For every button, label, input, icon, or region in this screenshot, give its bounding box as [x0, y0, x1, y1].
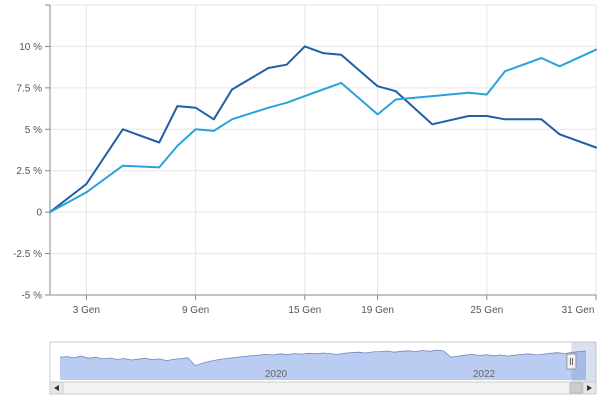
data-point	[595, 48, 597, 51]
scrollbar-thumb[interactable]	[569, 382, 583, 394]
chevron-right-icon	[587, 385, 592, 391]
data-point	[231, 88, 233, 91]
data-point	[376, 113, 379, 116]
data-point	[213, 130, 215, 132]
data-point	[322, 88, 324, 91]
data-point	[285, 63, 288, 66]
data-point	[340, 53, 343, 56]
data-point	[122, 128, 124, 131]
data-point	[431, 123, 434, 126]
data-point	[540, 118, 543, 121]
navigator-year-label: 2020	[265, 369, 288, 380]
navigator-handle-grip[interactable]	[566, 353, 577, 370]
data-point	[85, 191, 88, 194]
data-point	[558, 65, 561, 68]
data-point	[267, 106, 270, 109]
data-point	[194, 128, 197, 131]
data-point	[194, 106, 197, 109]
data-point	[486, 115, 488, 117]
grid	[50, 4, 597, 296]
data-point	[304, 95, 306, 97]
y-tick-label: -5 %	[21, 291, 42, 302]
x-tick-label: 25 Gen	[470, 305, 503, 316]
data-point	[486, 93, 488, 96]
navigator-line	[59, 349, 587, 367]
data-point	[340, 82, 343, 84]
y-tick-label: 0	[36, 208, 42, 219]
data-point	[176, 145, 179, 147]
data-point	[49, 211, 51, 213]
data-point	[376, 85, 379, 87]
y-tick-label: 7.5 %	[16, 83, 42, 94]
data-point	[322, 52, 324, 54]
data-point	[395, 98, 397, 101]
data-point	[540, 57, 543, 59]
navigator[interactable]: 2020 2022	[49, 341, 597, 383]
y-tick-label: -2.5 %	[13, 249, 42, 260]
x-tick-label: 31 Gen	[562, 305, 595, 316]
data-point	[85, 183, 88, 185]
navigator-area	[60, 350, 586, 380]
data-point	[304, 45, 306, 48]
series-line-1	[49, 45, 597, 214]
data-point	[176, 105, 179, 107]
scrollbar[interactable]	[49, 381, 597, 395]
data-point	[467, 115, 470, 117]
navigator-handle[interactable]	[566, 353, 577, 370]
data-point	[395, 90, 397, 92]
y-tick-label: 2.5 %	[16, 166, 42, 177]
x-tick-label: 19 Gen	[361, 305, 394, 316]
data-point	[213, 118, 215, 121]
y-axis: 10 % 7.5 % 5 % 2.5 % 0 -2.5 % -5 %	[13, 4, 51, 302]
x-axis: 3 Gen 9 Gen 15 Gen 19 Gen 25 Gen 31 Gen	[50, 294, 597, 316]
y-tick-label: 10 %	[19, 42, 42, 53]
data-point	[267, 67, 270, 69]
x-tick-label: 3 Gen	[73, 305, 100, 316]
data-point	[558, 133, 561, 136]
series-group	[49, 45, 597, 214]
scrollbar-track[interactable]	[49, 381, 597, 395]
data-point	[467, 92, 470, 94]
data-point	[504, 118, 506, 121]
data-point	[231, 118, 233, 121]
data-point	[431, 95, 434, 97]
data-point	[158, 166, 160, 169]
data-point	[595, 146, 597, 149]
x-tick-label: 15 Gen	[288, 305, 321, 316]
data-point	[504, 70, 506, 73]
data-point	[285, 101, 288, 104]
navigator-year-label: 2022	[473, 369, 496, 380]
data-point	[158, 141, 160, 144]
y-tick-label: 5 %	[25, 125, 42, 136]
chevron-left-icon	[54, 385, 59, 391]
x-tick-label: 9 Gen	[182, 305, 209, 316]
series-line-2	[49, 48, 597, 214]
data-point	[122, 164, 124, 167]
